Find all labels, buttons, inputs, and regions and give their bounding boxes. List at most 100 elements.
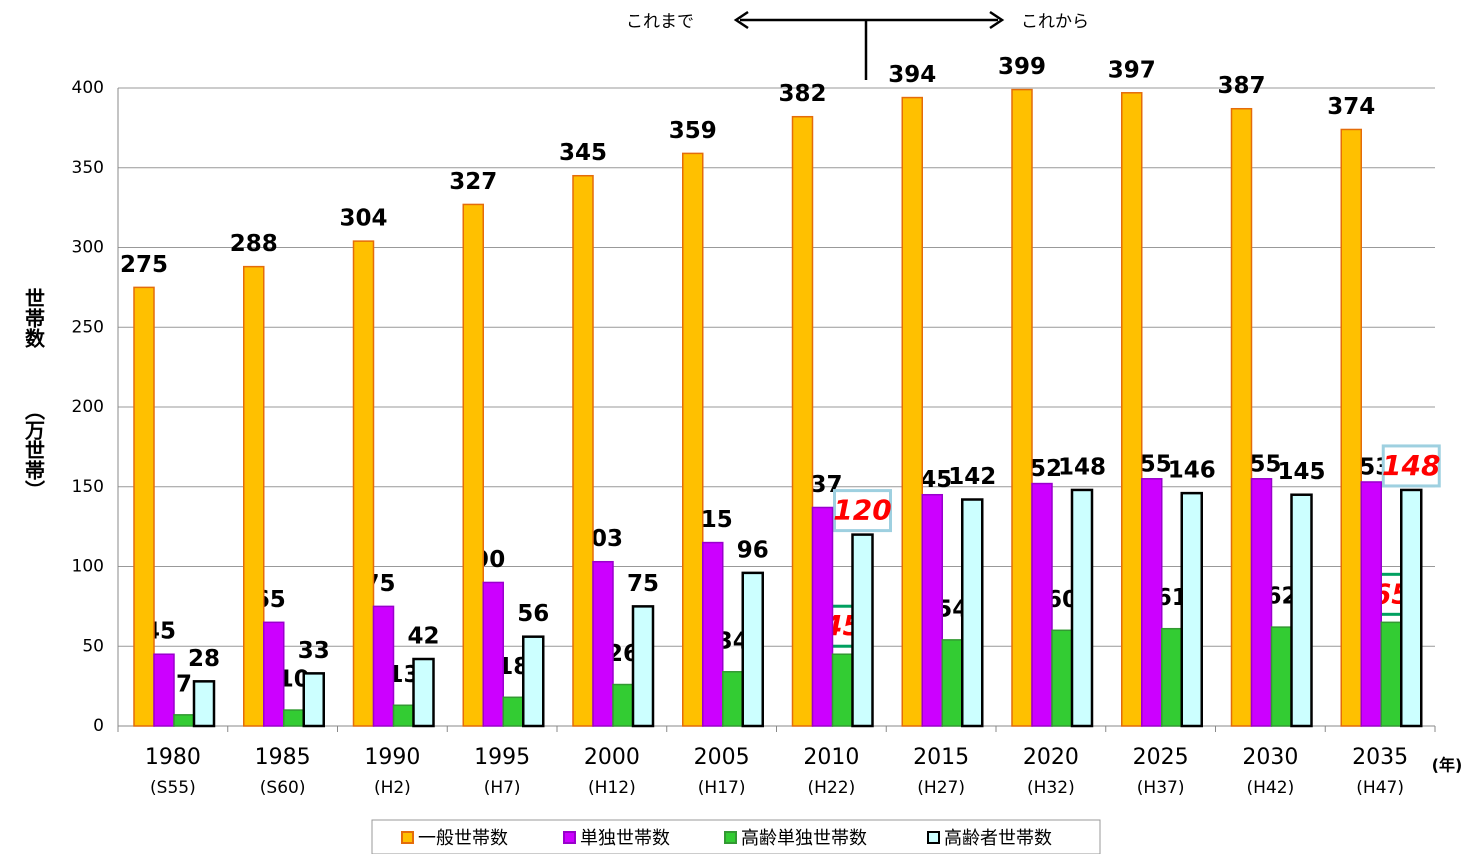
bar <box>1380 621 1402 727</box>
data-label: 33 <box>298 638 330 664</box>
x-tick-sublabel: (H32) <box>1027 778 1075 798</box>
bar <box>831 653 854 727</box>
x-tick-label: 1985 <box>255 745 311 770</box>
data-label: 275 <box>120 252 168 278</box>
x-tick-sublabel: (S60) <box>260 778 306 798</box>
bar <box>612 683 634 727</box>
bar <box>1051 629 1073 727</box>
legend-swatch <box>724 831 737 844</box>
data-label: 382 <box>778 81 826 107</box>
x-tick-sublabel: (H22) <box>808 778 856 798</box>
bar <box>482 581 504 727</box>
label-box <box>833 489 892 533</box>
data-label: 288 <box>230 231 278 257</box>
bar <box>1011 88 1033 727</box>
data-label: 387 <box>1217 73 1265 99</box>
bar <box>1070 488 1094 728</box>
x-tick-label: 1990 <box>364 745 420 770</box>
y-tick-label: 250 <box>72 317 104 337</box>
legend-label: 高齢者世帯数 <box>944 828 1052 849</box>
legend-swatch <box>927 831 940 844</box>
data-label: 75 <box>627 571 659 597</box>
bar <box>1121 92 1143 727</box>
x-tick-label: 2025 <box>1133 745 1189 770</box>
bar <box>522 635 545 728</box>
bar <box>302 672 325 728</box>
bar <box>1161 627 1183 727</box>
data-label: 56 <box>517 601 549 627</box>
bar <box>192 680 216 728</box>
x-tick-sublabel: (H37) <box>1137 778 1185 798</box>
y-tick-label: 200 <box>72 397 104 417</box>
legend-swatch <box>563 831 576 844</box>
data-label: 374 <box>1327 94 1375 120</box>
x-tick-sublabel: (H7) <box>484 778 521 798</box>
bar <box>941 639 963 727</box>
x-tick-label: 2015 <box>913 745 969 770</box>
y-tick-label: 300 <box>72 238 104 258</box>
bar <box>243 265 265 727</box>
bar <box>921 493 943 727</box>
legend-swatch <box>401 831 414 844</box>
data-label: 42 <box>407 624 439 650</box>
data-label: 394 <box>888 62 936 88</box>
bar <box>741 571 764 728</box>
bar <box>1230 107 1253 727</box>
bar <box>1400 488 1423 728</box>
bar <box>1270 626 1293 727</box>
x-tick-label: 2035 <box>1352 745 1408 770</box>
x-tick-label: 2010 <box>803 745 859 770</box>
x-tick-sublabel: (H42) <box>1247 778 1295 798</box>
x-tick-sublabel: (H27) <box>917 778 965 798</box>
bar <box>631 605 655 728</box>
data-label: 148 <box>1058 454 1106 480</box>
data-label: 146 <box>1168 458 1216 484</box>
y-tick-label: 0 <box>93 716 104 736</box>
label-box <box>1381 444 1441 488</box>
x-tick-sublabel: (H17) <box>698 778 746 798</box>
data-label: 359 <box>669 118 717 144</box>
bar <box>372 605 395 727</box>
annotation-future: これから <box>1021 12 1089 32</box>
bar <box>283 709 305 727</box>
legend-label: 高齢単独世帯数 <box>741 828 867 849</box>
x-tick-label: 1995 <box>474 745 530 770</box>
x-tick-sublabel: (H47) <box>1356 778 1404 798</box>
bar <box>791 115 814 727</box>
y-axis-label: 世帯数 <box>22 288 46 349</box>
data-label: 28 <box>188 646 220 672</box>
legend-label: 単独世帯数 <box>580 828 670 849</box>
data-label: 397 <box>1108 57 1156 83</box>
data-label: 399 <box>998 54 1046 80</box>
y-tick-label: 350 <box>72 158 104 178</box>
annotation-past: これまで <box>626 12 694 32</box>
y-tick-label: 50 <box>82 636 104 656</box>
x-tick-label: 2030 <box>1242 745 1298 770</box>
bar <box>1180 491 1203 728</box>
y-tick-label: 100 <box>72 557 104 577</box>
bar <box>1340 128 1362 727</box>
bar <box>901 96 923 727</box>
y-tick-label: 400 <box>72 78 104 98</box>
bar <box>851 533 874 728</box>
data-label: 327 <box>449 169 497 195</box>
bar <box>153 653 175 727</box>
data-label: 148 <box>1382 449 1440 482</box>
x-tick-label: 1980 <box>145 745 201 770</box>
bar <box>173 714 195 727</box>
bar <box>572 174 594 727</box>
bar <box>412 657 435 728</box>
data-label: 345 <box>559 140 607 166</box>
bar <box>722 671 744 727</box>
x-tick-sublabel: (H12) <box>588 778 636 798</box>
x-tick-sublabel: (H2) <box>374 778 411 798</box>
data-label: 120 <box>833 494 891 527</box>
bar <box>702 541 724 727</box>
data-label: 96 <box>737 537 769 563</box>
y-tick-label: 150 <box>72 477 104 497</box>
bar <box>392 704 415 727</box>
bar <box>682 152 704 727</box>
bar <box>352 240 375 727</box>
data-label: 7 <box>176 671 192 697</box>
